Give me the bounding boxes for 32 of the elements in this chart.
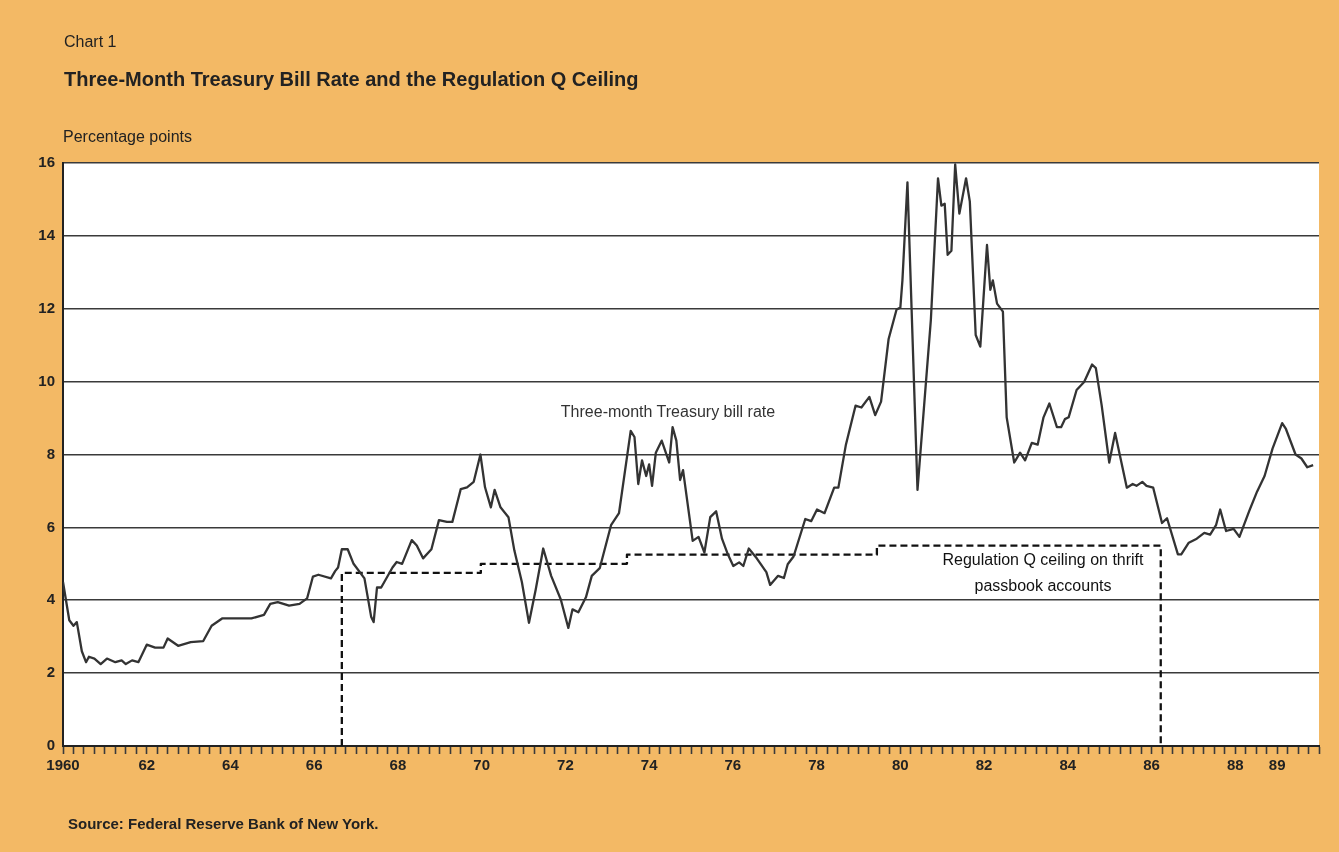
x-tick-label: 80 (891, 756, 909, 774)
x-tick-label: 62 (138, 756, 156, 774)
series-label: Three-month Treasury bill rate (560, 403, 776, 421)
x-tick-label: 78 (808, 756, 825, 774)
y-tick-label: 4 (46, 590, 56, 608)
y-tick-label: 0 (46, 736, 55, 754)
chart-title: Three-Month Treasury Bill Rate and the Regulation Q Ceiling (64, 68, 639, 91)
x-tick-label: 88 (1226, 756, 1244, 774)
series-label: Regulation Q ceiling on thrift passbook accounts (942, 551, 1145, 595)
x-tick-label: 66 (305, 756, 323, 774)
x-tick-label: 84 (1059, 756, 1077, 774)
x-tick-label: 1960 (46, 756, 80, 774)
y-tick-label: 16 (38, 153, 55, 171)
y-tick-label: 10 (38, 371, 55, 389)
y-tick-label: 12 (38, 298, 55, 316)
x-tick-label: 82 (975, 756, 993, 774)
x-tick-label: 64 (222, 756, 240, 774)
line-series (340, 544, 1162, 746)
x-tick-label: 68 (389, 756, 407, 774)
x-tick-label: 72 (557, 756, 574, 774)
y-axis-title: Percentage points (63, 128, 192, 146)
caption: Chart 1 (64, 33, 117, 51)
y-tick-label: 14 (38, 226, 56, 244)
source-note: Source: Federal Reserve Bank of New York. (68, 815, 379, 832)
y-tick-label: 8 (46, 444, 55, 462)
x-tick-label: 89 (1268, 756, 1286, 774)
y-tick-label: 6 (46, 517, 55, 535)
x-tick-label: 74 (640, 756, 659, 774)
x-tick-label: 86 (1143, 756, 1160, 774)
x-tick-label: 70 (473, 756, 491, 774)
x-tick-label: 76 (724, 756, 742, 774)
y-tick-label: 2 (46, 663, 55, 681)
